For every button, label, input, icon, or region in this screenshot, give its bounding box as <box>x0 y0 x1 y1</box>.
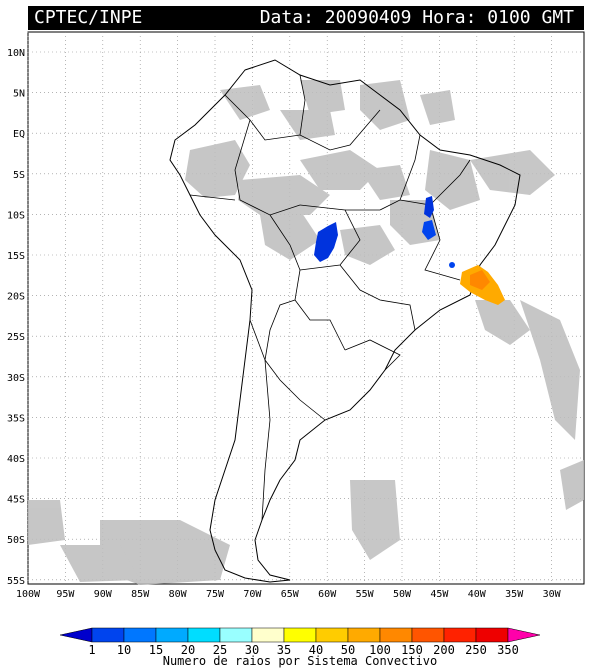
lat-label: EQ <box>13 129 25 140</box>
source-label: CPTEC/INPE <box>34 7 143 28</box>
legend-tick-label: 250 <box>465 643 487 657</box>
legend-swatch <box>347 627 381 643</box>
legend-swatch <box>411 627 445 643</box>
lightning-cluster-orange <box>460 265 505 305</box>
legend-swatch <box>315 627 349 643</box>
lat-label: 45S <box>7 495 25 506</box>
lightning-cluster-blue <box>314 196 455 268</box>
legend-swatch <box>443 627 477 643</box>
legend-colorbar: 1 10 15 20 25 30 35 40 50 100 150 200 250 350 <box>59 627 541 657</box>
legend-tick-label: 15 <box>149 643 163 657</box>
legend-tick-label: 40 <box>309 643 323 657</box>
longitude-labels: 100W 95W 90W 85W 80W 75W 70W 65W 60W 55W 50W 45W 40W… <box>16 589 562 600</box>
lon-label: 40W <box>468 589 487 600</box>
lon-label: 75W <box>206 589 225 600</box>
lat-label: 25S <box>7 332 25 343</box>
legend-swatch <box>219 627 253 643</box>
legend-swatch <box>283 627 317 643</box>
legend-tick-label: 20 <box>181 643 195 657</box>
lat-label: 55S <box>7 576 25 587</box>
legend-tick-label: 35 <box>277 643 291 657</box>
lon-label: 50W <box>393 589 412 600</box>
legend-tick-label: 150 <box>401 643 423 657</box>
legend-swatch <box>59 627 93 643</box>
legend-tick-label: 1 <box>88 643 95 657</box>
lat-label: 15S <box>7 251 25 262</box>
cloud-cover <box>28 80 584 585</box>
lon-label: 65W <box>281 589 300 600</box>
legend-tick-label: 30 <box>245 643 259 657</box>
legend-swatch <box>507 627 541 643</box>
legend-swatch <box>155 627 189 643</box>
lat-label: 10S <box>7 210 25 221</box>
lon-label: 35W <box>505 589 524 600</box>
lon-label: 70W <box>243 589 262 600</box>
lon-label: 30W <box>543 589 562 600</box>
lon-label: 85W <box>131 589 150 600</box>
map-header: CPTEC/INPE Data: 20090409 Hora: 0100 GMT <box>28 6 584 30</box>
lat-label: 50S <box>7 535 25 546</box>
legend-title: Numero de raios por Sistema Convectivo <box>162 654 438 668</box>
lon-label: 95W <box>56 589 75 600</box>
lat-label: 35S <box>7 413 25 424</box>
lat-label: 20S <box>7 292 25 303</box>
lon-label: 90W <box>94 589 113 600</box>
country-borders <box>189 74 471 521</box>
lat-label: 10N <box>7 48 25 59</box>
lat-label: 5S <box>13 170 25 181</box>
datetime-label: Data: 20090409 Hora: 0100 GMT <box>259 7 574 28</box>
latitude-labels: 10N 5N EQ 5S 10S 15S 20S 25S 30S 35S 40S 45S 50S 55S <box>7 48 25 587</box>
legend-tick-label: 25 <box>213 643 227 657</box>
lat-label: 40S <box>7 454 25 465</box>
legend-swatch <box>123 627 157 643</box>
lat-label: 30S <box>7 373 25 384</box>
lon-label: 55W <box>356 589 375 600</box>
map-canvas: 10N5NEQ5S10S15S20S25S30S35S40S45S50S55S … <box>7 31 585 600</box>
lat-label: 5N <box>13 89 25 100</box>
lon-label: 100W <box>16 589 41 600</box>
legend-tick-label: 200 <box>433 643 455 657</box>
lon-label: 60W <box>318 589 337 600</box>
legend-tick-label: 10 <box>117 643 131 657</box>
legend-tick-label: 350 <box>497 643 519 657</box>
legend-swatch <box>251 627 285 643</box>
legend-tick-label: 100 <box>369 643 391 657</box>
lon-label: 45W <box>430 589 449 600</box>
lon-label: 80W <box>169 589 188 600</box>
legend-swatch <box>475 627 509 643</box>
legend-tick-label: 50 <box>341 643 355 657</box>
legend-swatch <box>379 627 413 643</box>
legend-swatch <box>187 627 221 643</box>
legend-swatch <box>91 627 125 643</box>
